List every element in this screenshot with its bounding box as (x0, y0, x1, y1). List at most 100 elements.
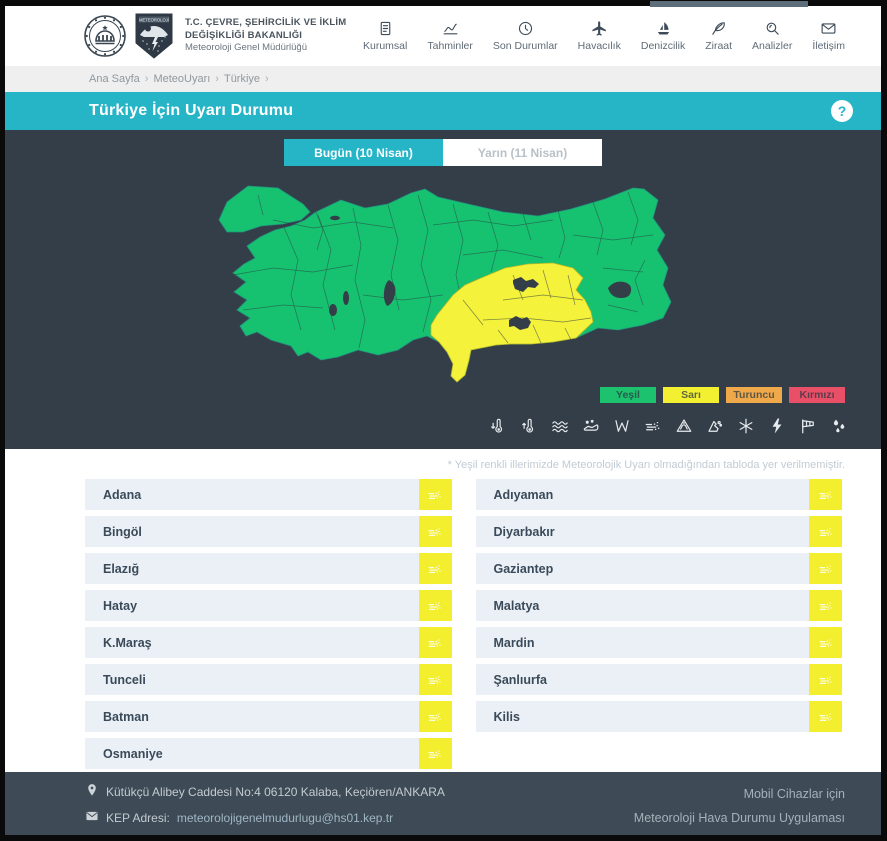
breadcrumb-item[interactable]: MeteoUyarı (153, 73, 211, 85)
province-row-batman[interactable]: Batman (85, 701, 452, 732)
yellow-warning-badge[interactable] (809, 701, 842, 732)
mobile-app-line1[interactable]: Mobil Cihazlar için (743, 787, 845, 801)
yellow-warning-badge[interactable] (418, 738, 452, 769)
nav-item-denizcilik[interactable]: Denizcilik (631, 20, 695, 52)
breadcrumb-item[interactable]: Türkiye (223, 73, 261, 85)
province-warning-table: Adana Bingöl Elazığ Hatay K.Maraş Tunceli Batm… (85, 479, 842, 769)
province-row-ad-yaman[interactable]: Adıyaman (475, 479, 842, 510)
breadcrumb-separator: › (215, 73, 219, 85)
yellow-warning-badge[interactable] (418, 516, 452, 547)
province-name: Adıyaman (493, 487, 554, 502)
legend-chip-yeşil: Yeşil (600, 387, 656, 403)
nav-item-ziraat[interactable]: Ziraat (695, 20, 742, 52)
yellow-warning-badge[interactable] (418, 590, 452, 621)
province-row-gaziantep[interactable]: Gaziantep (475, 553, 842, 584)
breadcrumb-separator: › (144, 73, 149, 85)
yellow-warning-badge[interactable] (809, 553, 842, 584)
snow-icon (739, 418, 753, 434)
dust-storm-icon (818, 527, 832, 536)
yellow-warning-badge[interactable] (418, 701, 452, 732)
tab-tomorrow[interactable]: Yarın (11 Nisan) (443, 139, 602, 166)
yellow-warning-badge[interactable] (809, 516, 842, 547)
province-row-hatay[interactable]: Hatay (85, 590, 452, 621)
province-row-elaz-[interactable]: Elazığ (85, 553, 452, 584)
yellow-warning-badge[interactable] (809, 479, 842, 510)
nav-item-analizler[interactable]: Analizler (742, 20, 802, 52)
turkey-warning-map[interactable] (213, 180, 673, 387)
nav-item-havac-l-k[interactable]: Havacılık (568, 20, 631, 52)
breadcrumb-item[interactable]: Ana Sayfa (89, 73, 140, 85)
magnifier-icon (766, 22, 779, 35)
high-temperature-icon (522, 418, 534, 433)
day-tabs: Bugün (10 Nisan) Yarın (11 Nisan) (284, 139, 602, 166)
dust-storm-icon (428, 564, 441, 573)
province-name: Hatay (103, 598, 138, 613)
clock-icon (518, 21, 532, 36)
dust-storm-icon (818, 564, 832, 573)
sea-wave-icon (552, 421, 568, 433)
province-row-mardin[interactable]: Mardin (475, 627, 842, 658)
nav-item-i-leti-im[interactable]: İletişim (802, 20, 855, 52)
dust-storm-icon (428, 675, 441, 684)
dust-storm-icon (428, 749, 441, 758)
province-name: Elazığ (103, 561, 140, 576)
yellow-warning-badge[interactable] (809, 590, 842, 621)
legend-chip-sarı: Sarı (663, 387, 719, 403)
main-nav: Kurumsal Tahminler Son Durumlar Havacılık De… (353, 20, 855, 52)
province-row-osmaniye[interactable]: Osmaniye (85, 738, 452, 769)
dust-storm-icon (428, 638, 441, 647)
yellow-warning-badge[interactable] (418, 479, 452, 510)
envelope-icon (85, 809, 99, 826)
province-row-tunceli[interactable]: Tunceli (85, 664, 452, 695)
province-row-kilis[interactable]: Kilis (475, 701, 842, 732)
dust-storm-icon (428, 527, 441, 536)
agricultural-frost-icon (583, 419, 599, 431)
yellow-warning-badge[interactable] (809, 664, 842, 695)
windsock-icon (802, 419, 814, 434)
province-name: Adana (103, 487, 142, 502)
kep-label: KEP Adresi: (106, 810, 170, 825)
envelope-filled-icon (86, 811, 98, 821)
government-seal-logo (84, 15, 126, 57)
province-row-k-mara-[interactable]: K.Maraş (85, 627, 452, 658)
svg-text:METEOROLOJİ: METEOROLOJİ (139, 17, 169, 22)
dust-storm-icon (428, 601, 441, 610)
province-row-diyarbak-r[interactable]: Diyarbakır (475, 516, 842, 547)
legend-chip-kırmızı: Kırmızı (789, 387, 845, 403)
nav-label: Son Durumlar (492, 40, 558, 52)
help-icon[interactable]: ? (831, 100, 853, 122)
yellow-warning-badge[interactable] (418, 627, 452, 658)
avalanche-icon (676, 419, 692, 432)
province-row-malatya[interactable]: Malatya (475, 590, 842, 621)
province-row-bing-l[interactable]: Bingöl (85, 516, 452, 547)
mgm-shield-logo: METEOROLOJİ (135, 13, 173, 59)
nav-label: Havacılık (577, 40, 621, 52)
mgm-page: METEOROLOJİ T.C. ÇEVRE, ŞEHİRCİLİK VE İK… (5, 6, 881, 835)
yellow-warning-badge[interactable] (418, 553, 452, 584)
dust-storm-icon (818, 675, 832, 684)
journal-icon (380, 21, 390, 36)
province-name: Diyarbakır (493, 524, 555, 539)
kep-address-link[interactable]: meteorolojigenelmudurlugu@hs01.kep.tr (176, 810, 394, 825)
dust-storm-icon (428, 490, 441, 499)
site-footer: Kütükçü Alibey Caddesi No:4 06120 Kalaba… (5, 772, 881, 835)
nav-item-tahminler[interactable]: Tahminler (417, 20, 483, 52)
mobile-app-line2[interactable]: Meteoroloji Hava Durumu Uygulaması (633, 810, 845, 825)
mobile-app-promo: Mobil Cihazlar için Meteoroloji Hava Dur… (634, 783, 845, 835)
warning-map-section: Bugün (10 Nisan) Yarın (11 Nisan) (5, 130, 881, 449)
yellow-warning-badge[interactable] (418, 664, 452, 695)
dust-storm-icon (818, 638, 832, 647)
province-name: Kilis (493, 709, 520, 724)
province-name: K.Maraş (103, 635, 152, 650)
yellow-warning-badge[interactable] (809, 627, 842, 658)
nav-item-kurumsal[interactable]: Kurumsal (353, 20, 417, 52)
tab-today[interactable]: Bugün (10 Nisan) (284, 139, 443, 166)
province-name: Tunceli (103, 672, 146, 687)
province-row--anl-urfa[interactable]: Şanlıurfa (475, 664, 842, 695)
rain-icon (833, 419, 845, 433)
nav-item-son-durumlar[interactable]: Son Durumlar (483, 20, 568, 52)
trend-chart-icon (443, 23, 458, 35)
logos: METEOROLOJİ (83, 13, 173, 59)
lakes (329, 215, 632, 330)
province-row-adana[interactable]: Adana (85, 479, 452, 510)
